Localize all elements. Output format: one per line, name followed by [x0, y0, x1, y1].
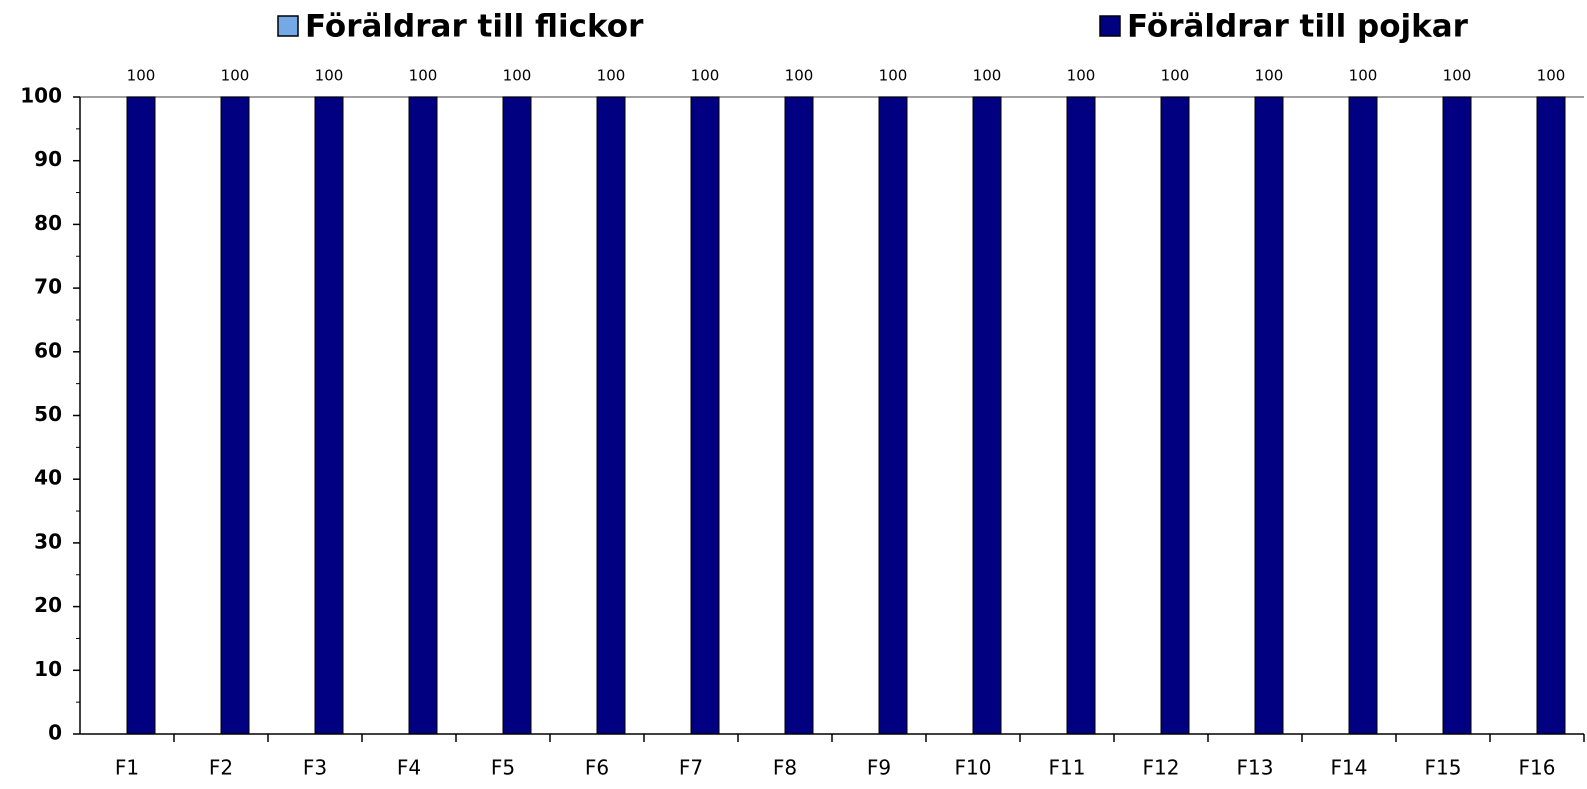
- data-label: 100: [785, 67, 814, 85]
- x-tick-label: F12: [1143, 756, 1180, 780]
- x-tick-label: F9: [867, 756, 891, 780]
- bar: [314, 96, 344, 735]
- legend-label: Föräldrar till pojkar: [1127, 9, 1469, 45]
- x-tick-label: F6: [585, 756, 609, 780]
- bar: [126, 96, 156, 735]
- bar: [220, 96, 250, 735]
- y-tick-label: 40: [34, 466, 62, 490]
- y-tick-label: 60: [34, 338, 62, 362]
- bar: [1160, 96, 1190, 735]
- y-tick-label: 30: [34, 529, 62, 553]
- bar: [596, 96, 626, 735]
- x-tick-label: F3: [303, 756, 327, 780]
- y-tick-label: 100: [20, 84, 62, 108]
- data-label: 100: [691, 67, 720, 85]
- legend-swatch: [1099, 15, 1121, 37]
- data-label: 100: [1161, 67, 1190, 85]
- bar: [1066, 96, 1096, 735]
- x-tick-label: F13: [1237, 756, 1274, 780]
- y-tick-label: 10: [34, 657, 62, 681]
- data-label: 100: [1255, 67, 1284, 85]
- y-tick-label: 50: [34, 402, 62, 426]
- x-tick-label: F10: [955, 756, 992, 780]
- data-label: 100: [409, 67, 438, 85]
- legend-swatch: [277, 15, 299, 37]
- bar: [502, 96, 532, 735]
- data-label: 100: [1067, 67, 1096, 85]
- bar: [1254, 96, 1284, 735]
- y-tick-label: 80: [34, 211, 62, 235]
- x-tick-label: F14: [1331, 756, 1368, 780]
- x-tick-label: F15: [1425, 756, 1462, 780]
- bar: [1536, 96, 1566, 735]
- x-tick-label: F7: [679, 756, 703, 780]
- x-tick-label: F2: [209, 756, 233, 780]
- data-label: 100: [1349, 67, 1378, 85]
- x-tick-label: F8: [773, 756, 797, 780]
- y-tick-label: 20: [34, 593, 62, 617]
- data-label: 100: [597, 67, 626, 85]
- data-label: 100: [221, 67, 250, 85]
- data-label: 100: [127, 67, 156, 85]
- data-label: 100: [315, 67, 344, 85]
- bar: [408, 96, 438, 735]
- x-tick-label: F11: [1049, 756, 1086, 780]
- data-label: 100: [503, 67, 532, 85]
- data-label: 100: [973, 67, 1002, 85]
- bar: [1348, 96, 1378, 735]
- y-tick-label: 0: [48, 721, 62, 745]
- x-tick-label: F1: [115, 756, 139, 780]
- bar: [972, 96, 1002, 735]
- bar: [784, 96, 814, 735]
- data-label: 100: [1537, 67, 1566, 85]
- data-label: 100: [879, 67, 908, 85]
- y-tick-label: 90: [34, 147, 62, 171]
- x-tick-label: F4: [397, 756, 421, 780]
- bar: [1442, 96, 1472, 735]
- bar: [878, 96, 908, 735]
- x-tick-label: F16: [1519, 756, 1556, 780]
- x-tick-label: F5: [491, 756, 515, 780]
- data-label: 100: [1443, 67, 1472, 85]
- legend-label: Föräldrar till flickor: [305, 9, 644, 45]
- bar: [690, 96, 720, 735]
- y-tick-label: 70: [34, 275, 62, 299]
